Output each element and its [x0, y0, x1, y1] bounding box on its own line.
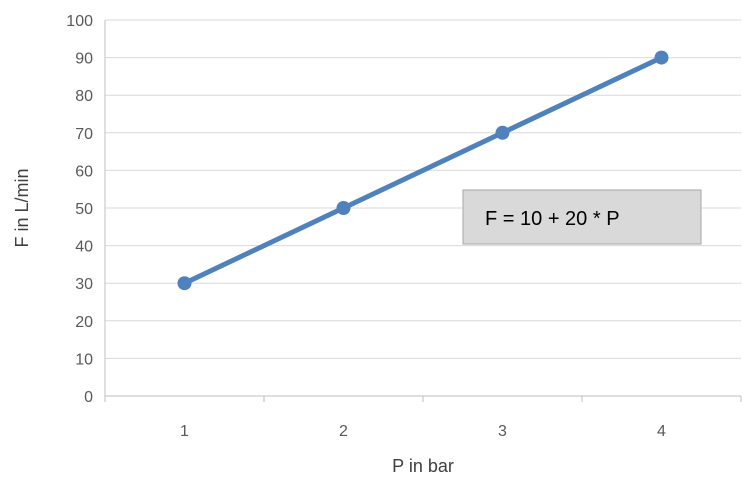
y-tick-label-100: 100: [66, 13, 93, 30]
y-tick-label-20: 20: [75, 314, 93, 331]
x-tick-label-1: 1: [180, 423, 189, 440]
y-tick-label-10: 10: [75, 351, 93, 368]
x-tick-label-3: 3: [498, 423, 507, 440]
y-tick-label-70: 70: [75, 126, 93, 143]
data-point-4: [654, 50, 669, 65]
y-tick-label-40: 40: [75, 239, 93, 256]
y-tick-label-0: 0: [84, 389, 93, 406]
data-point-2: [336, 201, 351, 215]
y-tick-label-80: 80: [75, 88, 93, 105]
data-point-3: [495, 125, 510, 140]
series-layer: [177, 50, 669, 291]
y-tick-label-90: 90: [75, 51, 93, 68]
equation-text: F = 10 + 20 * P: [485, 208, 620, 230]
y-tick-label-60: 60: [75, 163, 93, 180]
equation-box: [462, 189, 702, 245]
data-point-1: [177, 276, 192, 291]
x-tick-label-4: 4: [657, 423, 666, 440]
series-line: [182, 55, 664, 286]
x-axis-tick-labels: 1 2 3 4: [180, 423, 666, 440]
y-tick-label-30: 30: [75, 276, 93, 293]
y-axis-title: F in L/min: [12, 168, 32, 247]
x-tick-label-2: 2: [339, 423, 348, 440]
axes: [104, 20, 742, 402]
y-axis-tick-labels: 0 10 20 30 40 50 60 70 80 90 100: [66, 13, 93, 406]
x-axis-title: P in bar: [392, 456, 454, 476]
y-tick-label-50: 50: [75, 201, 93, 218]
gridlines: [105, 19, 741, 359]
equation-annotation: F = 10 + 20 * P: [462, 189, 702, 245]
